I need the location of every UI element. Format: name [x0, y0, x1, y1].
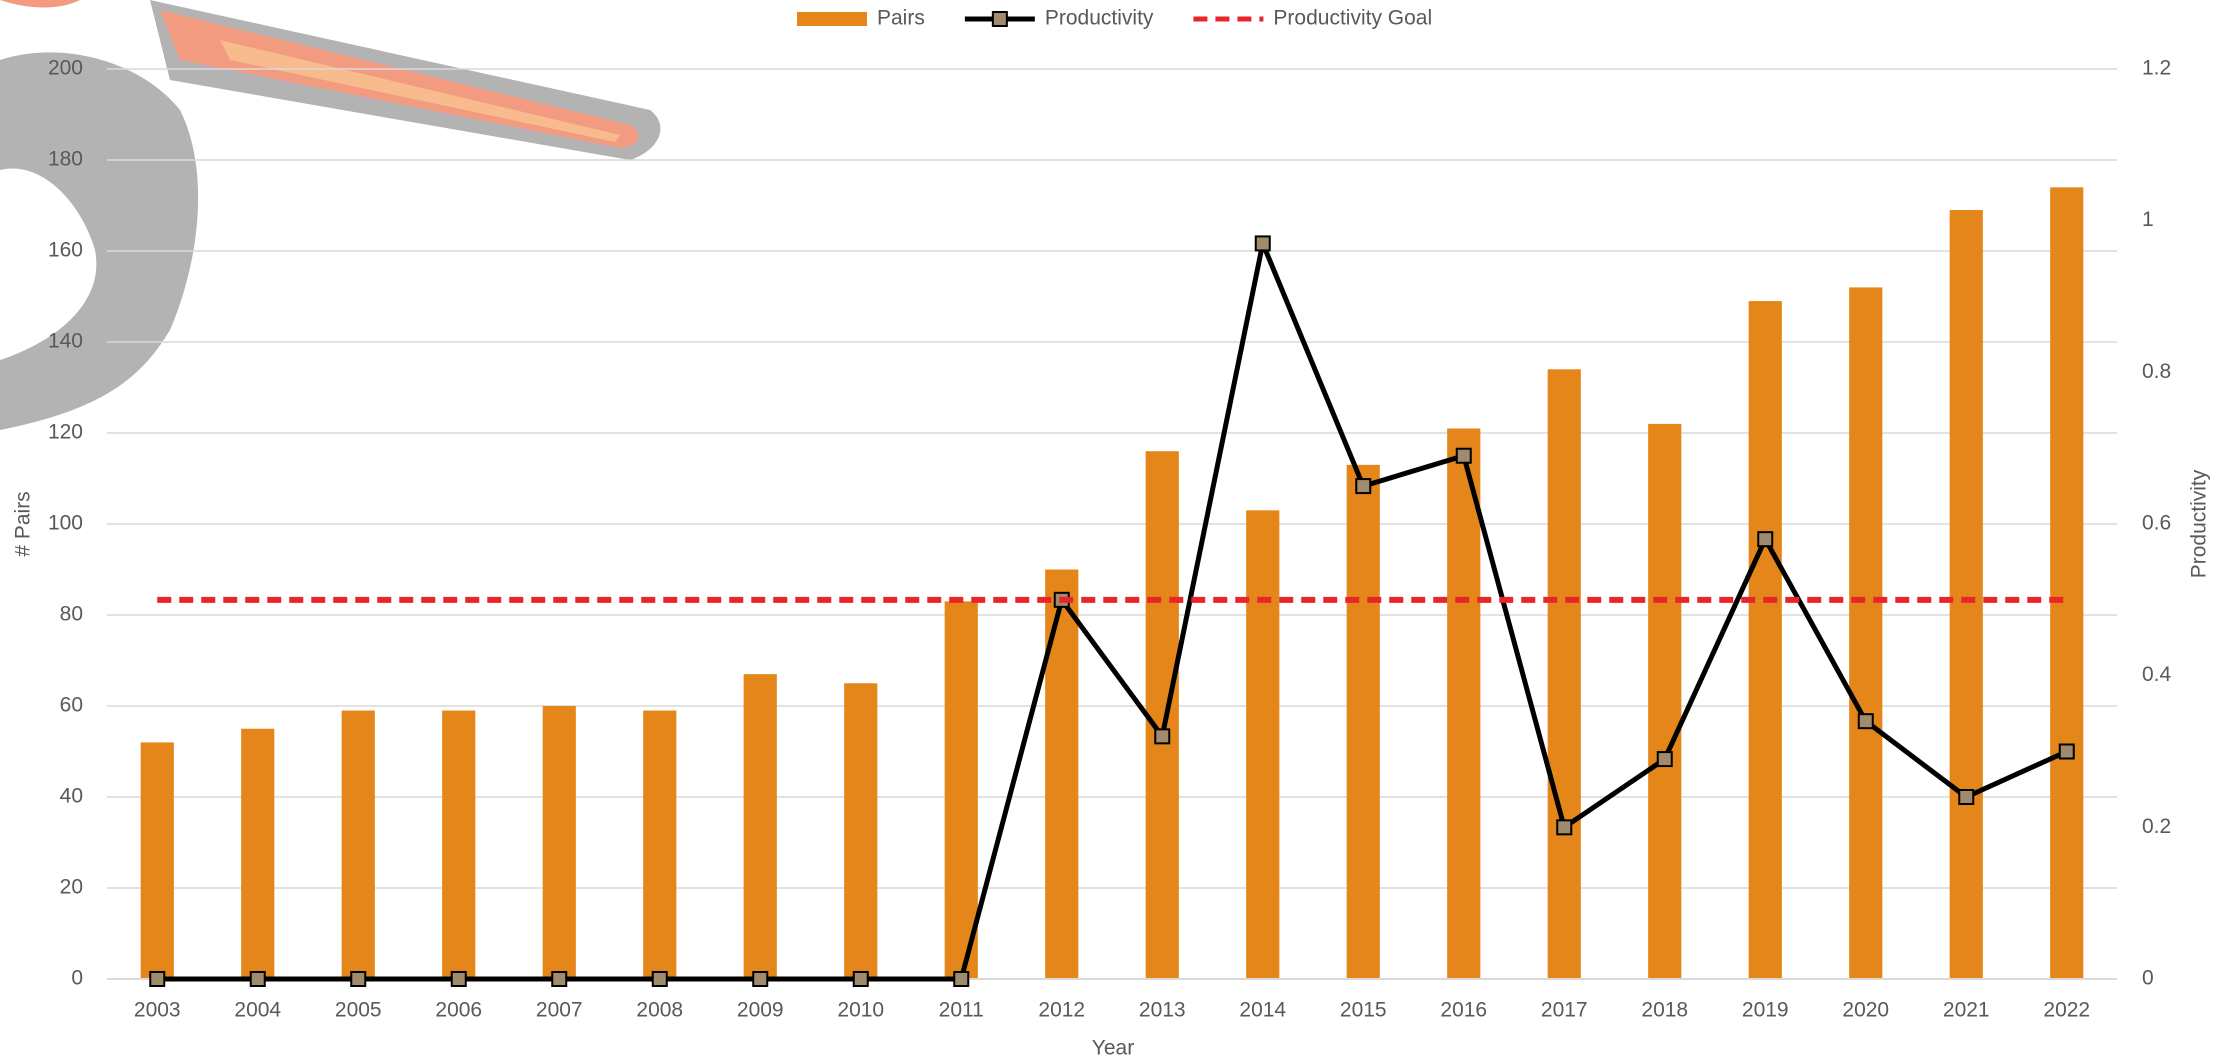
- bar: [342, 711, 375, 979]
- x-tick-label: 2012: [1038, 999, 1085, 1022]
- y-tick-label: 180: [48, 148, 83, 171]
- chart: Year # Pairs Productivity 02040608010012…: [0, 0, 2229, 1057]
- x-tick-label: 2014: [1239, 999, 1286, 1022]
- x-tick-label: 2020: [1842, 999, 1889, 1022]
- line-marker: [1859, 714, 1873, 728]
- line-marker: [854, 972, 868, 986]
- line-marker: [1658, 752, 1672, 766]
- line-marker: [1758, 532, 1772, 546]
- y2-tick-label: 0.4: [2142, 663, 2172, 686]
- bar: [643, 711, 676, 979]
- legend-label: Productivity: [1045, 7, 1154, 30]
- x-tick-label: 2015: [1340, 999, 1387, 1022]
- line-marker: [2060, 745, 2074, 759]
- y-tick-label: 40: [60, 785, 83, 808]
- bar: [2050, 187, 2083, 979]
- bar: [1347, 465, 1380, 979]
- line-marker: [954, 972, 968, 986]
- legend-label: Pairs: [877, 7, 925, 30]
- legend-marker: [993, 12, 1007, 26]
- bar: [1749, 301, 1782, 979]
- bar: [1246, 510, 1279, 979]
- y2-tick-label: 0.6: [2142, 512, 2171, 535]
- bar: [1447, 428, 1480, 979]
- line-marker: [251, 972, 265, 986]
- x-tick-label: 2016: [1440, 999, 1487, 1022]
- bar: [442, 711, 475, 979]
- line-marker: [1557, 820, 1571, 834]
- x-tick-label: 2003: [134, 999, 181, 1022]
- y2-tick-label: 1: [2142, 208, 2154, 231]
- x-tick-label: 2009: [737, 999, 784, 1022]
- bar: [1146, 451, 1179, 979]
- legend-swatch: [797, 12, 867, 26]
- y2-axis-label: Productivity: [2188, 469, 2211, 578]
- pelican-decoration: [0, 0, 660, 430]
- x-tick-label: 2022: [2043, 999, 2090, 1022]
- y-tick-label: 80: [60, 603, 83, 626]
- line-marker: [150, 972, 164, 986]
- y-tick-label: 140: [48, 330, 83, 353]
- x-tick-label: 2021: [1943, 999, 1990, 1022]
- bar: [844, 683, 877, 979]
- x-tick-label: 2006: [435, 999, 482, 1022]
- x-tick-label: 2018: [1641, 999, 1688, 1022]
- bar: [945, 601, 978, 979]
- line-marker: [1959, 790, 1973, 804]
- line-marker: [351, 972, 365, 986]
- x-tick-label: 2017: [1541, 999, 1588, 1022]
- x-tick-label: 2019: [1742, 999, 1789, 1022]
- line-marker: [653, 972, 667, 986]
- x-tick-label: 2007: [536, 999, 583, 1022]
- y-tick-label: 200: [48, 57, 83, 80]
- bar: [141, 742, 174, 979]
- line-marker: [1356, 479, 1370, 493]
- line-marker: [753, 972, 767, 986]
- bar: [1045, 570, 1078, 980]
- y-tick-label: 60: [60, 694, 83, 717]
- y-tick-label: 160: [48, 239, 83, 262]
- bar: [1548, 369, 1581, 979]
- bar: [241, 729, 274, 979]
- x-tick-label: 2010: [837, 999, 884, 1022]
- bar: [543, 706, 576, 979]
- x-tick-label: 2005: [335, 999, 382, 1022]
- bar: [1849, 287, 1882, 979]
- legend-label: Productivity Goal: [1273, 7, 1432, 30]
- x-tick-label: 2013: [1139, 999, 1186, 1022]
- x-tick-label: 2011: [939, 999, 984, 1022]
- page: {"chart_data": {"type": "bar", "x_label"…: [0, 0, 2229, 1057]
- y2-tick-label: 0.8: [2142, 360, 2171, 383]
- line-marker: [552, 972, 566, 986]
- y2-tick-label: 0: [2142, 967, 2154, 990]
- line-marker: [452, 972, 466, 986]
- bar: [744, 674, 777, 979]
- y-tick-label: 20: [60, 876, 83, 899]
- line-marker: [1457, 449, 1471, 463]
- y-tick-label: 120: [48, 421, 83, 444]
- y2-tick-label: 1.2: [2142, 57, 2171, 80]
- y-tick-label: 100: [48, 512, 83, 535]
- y2-tick-label: 0.2: [2142, 815, 2171, 838]
- x-tick-label: 2004: [234, 999, 281, 1022]
- y-tick-label: 0: [71, 967, 83, 990]
- line-marker: [1256, 236, 1270, 250]
- x-tick-label: 2008: [636, 999, 683, 1022]
- bar: [1648, 424, 1681, 979]
- bar: [1950, 210, 1983, 979]
- x-axis-label: Year: [1092, 1037, 1134, 1057]
- line-marker: [1155, 729, 1169, 743]
- y-axis-label: # Pairs: [12, 491, 35, 556]
